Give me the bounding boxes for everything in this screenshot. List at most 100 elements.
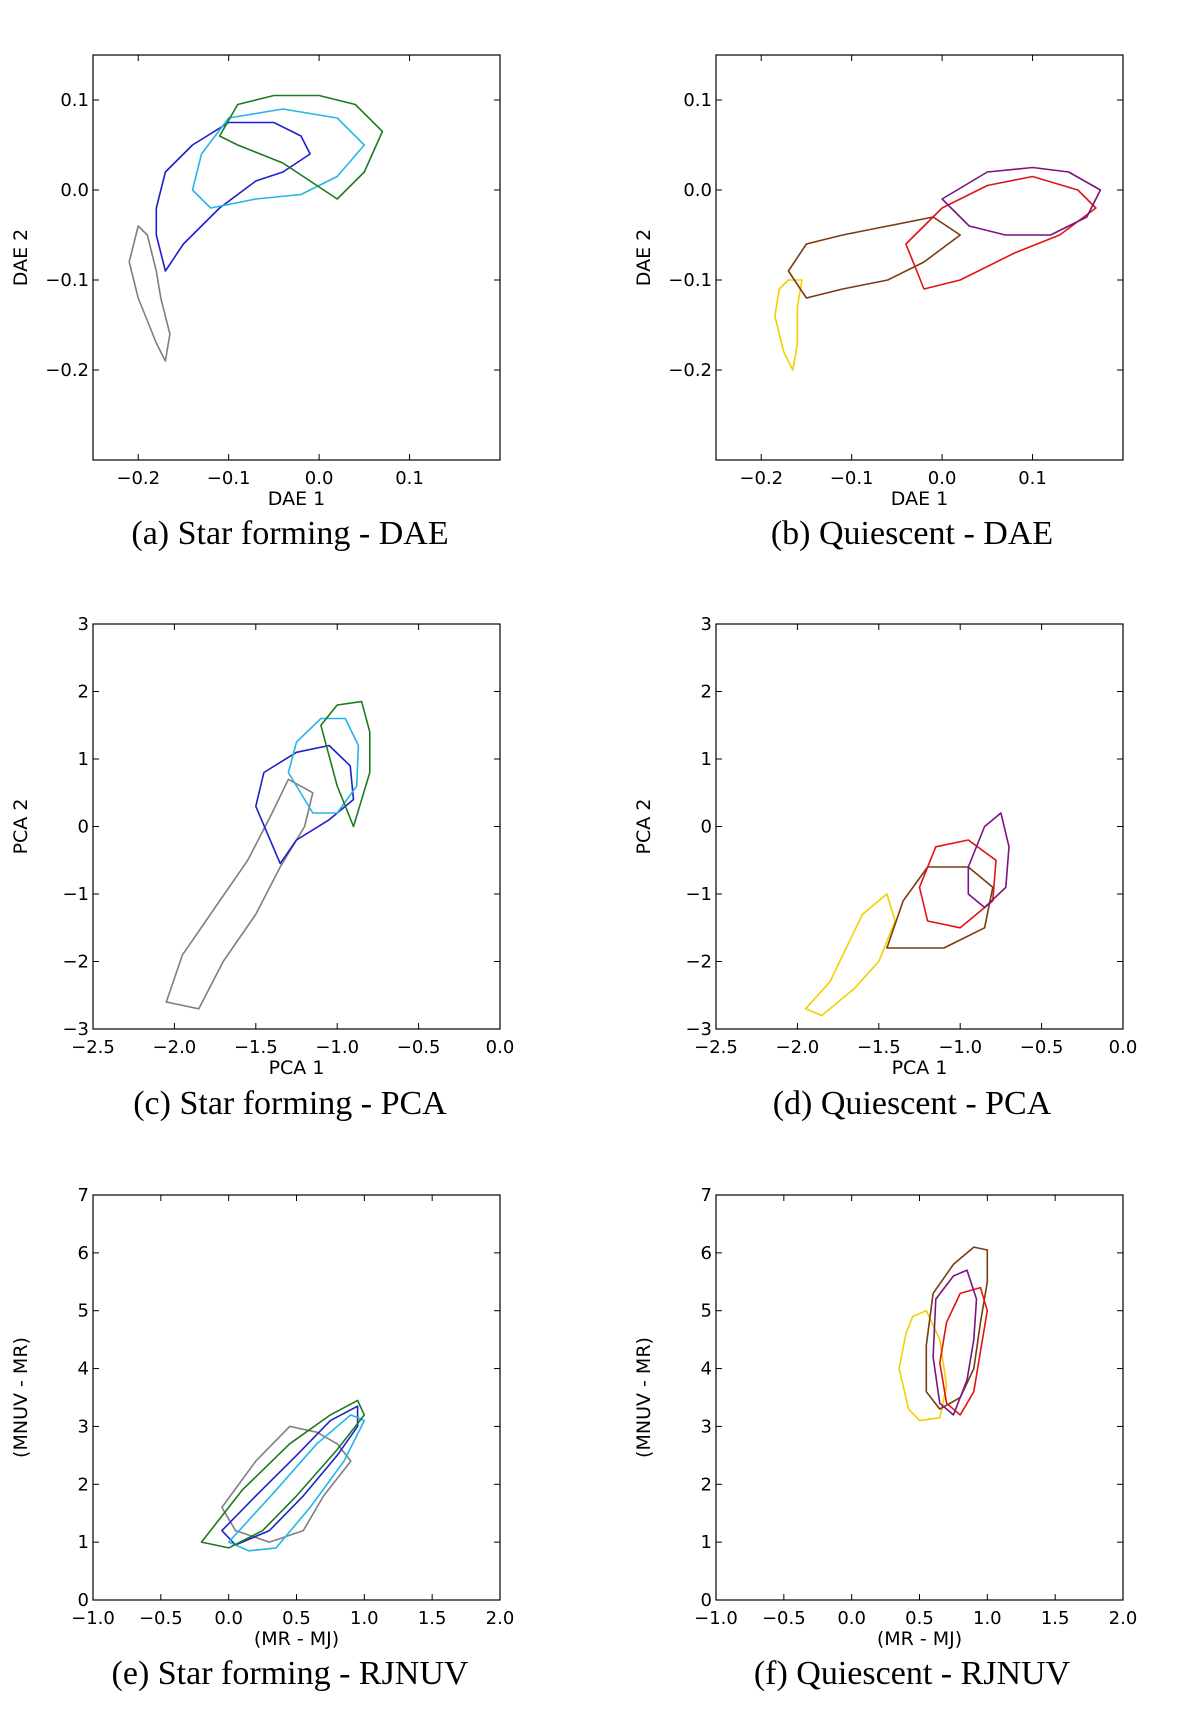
x-tick-label: 0.0 [837, 1608, 866, 1629]
y-tick-label: 0.1 [683, 90, 712, 111]
y-tick-label: 6 [78, 1243, 89, 1264]
contour-purple [967, 812, 1010, 909]
y-tick-label: 1 [78, 1532, 89, 1553]
x-tick-label: −0.5 [1020, 1037, 1064, 1058]
x-tick-label: 1.0 [973, 1608, 1002, 1629]
y-tick-label: 6 [701, 1243, 712, 1264]
contour-blue [255, 744, 355, 865]
x-tick-label: −2.5 [71, 1037, 115, 1058]
y-tick-label: −1 [62, 884, 89, 905]
x-tick-label: 0.1 [1018, 468, 1047, 489]
panel-caption: (f) Quiescent - RJNUV [754, 1655, 1071, 1692]
y-tick-label: 2 [78, 1474, 89, 1495]
plot-area [804, 812, 1010, 1017]
x-tick-label: −1.5 [857, 1037, 901, 1058]
plot-area [774, 166, 1102, 371]
contour-yellow [774, 279, 803, 371]
y-axis-label: PCA 2 [10, 799, 32, 855]
y-tick-label: 1 [701, 1532, 712, 1553]
x-tick-label: 0.0 [486, 1037, 515, 1058]
contour-green [320, 700, 371, 828]
x-tick-label: 0.1 [395, 468, 424, 489]
axes-frame [92, 54, 501, 461]
y-tick-label: 2 [78, 682, 89, 703]
x-tick-label: 0.0 [305, 468, 334, 489]
contour-purple [932, 1269, 978, 1416]
contour-red [905, 175, 1097, 290]
y-tick-label: −0.1 [668, 270, 712, 291]
contour-blue [221, 1405, 359, 1546]
y-tick-label: −0.2 [668, 360, 712, 381]
contour-cyan [191, 108, 366, 209]
x-axis-label: DAE 1 [268, 488, 325, 510]
x-tick-label: −0.1 [207, 468, 251, 489]
y-tick-label: 0 [78, 817, 89, 838]
panel-b: −0.2 −0.1 0.0 0.1 0.1 0.0 −0.1 −0.2 DAE 1 DAE 2 (b… [633, 54, 1124, 552]
x-tick-label: 2.0 [1109, 1608, 1138, 1629]
y-axis-label: DAE 2 [10, 229, 32, 286]
contour-green [218, 94, 384, 200]
y-tick-label: −2 [685, 952, 712, 973]
panel-caption: (e) Star forming - RJNUV [112, 1655, 469, 1692]
contour-green [200, 1399, 366, 1549]
axes-frame [715, 54, 1124, 461]
y-tick-label: 0.0 [60, 180, 89, 201]
x-axis-label: DAE 1 [891, 488, 948, 510]
axes-frame [715, 623, 1124, 1030]
y-tick-label: −0.2 [45, 360, 89, 381]
x-tick-label: −0.1 [830, 468, 874, 489]
y-tick-label: 3 [701, 614, 712, 635]
plot-area [128, 94, 384, 362]
y-tick-label: 3 [78, 1416, 89, 1437]
y-axis-label: (MNUV - MR) [10, 1337, 32, 1458]
axes-frame [92, 1194, 501, 1601]
y-tick-label: 0.1 [60, 90, 89, 111]
contour-cyan [227, 1414, 366, 1552]
contour-yellow [898, 1309, 948, 1422]
y-tick-label: 7 [78, 1185, 89, 1206]
plot-area [200, 1399, 366, 1552]
contour-cyan [287, 717, 360, 814]
panel-caption: (a) Star forming - DAE [131, 515, 448, 552]
x-tick-label: 1.5 [1041, 1608, 1070, 1629]
y-tick-label: 1 [78, 749, 89, 770]
x-tick-label: −0.2 [739, 468, 783, 489]
panel-d: −2.5 −2.0 −1.5 −1.0 −0.5 0.0 3 2 1 0 −1 −2 −3 PCA 1 PC… [633, 614, 1137, 1122]
contour-purple [941, 166, 1102, 236]
contour-grey [128, 225, 171, 362]
panel-a: −0.2 −0.1 0.0 0.1 0.1 0.0 −0.1 −0.2 DAE 1 DAE 2 (a… [10, 54, 501, 552]
y-tick-label: 0 [78, 1590, 89, 1611]
panel-caption: (c) Star forming - PCA [133, 1085, 447, 1122]
x-tick-label: −1.0 [694, 1608, 738, 1629]
y-axis-label: PCA 2 [633, 799, 655, 855]
y-tick-label: 3 [78, 614, 89, 635]
y-tick-label: −0.1 [45, 270, 89, 291]
x-tick-label: −2.0 [153, 1037, 197, 1058]
y-tick-label: 5 [78, 1301, 89, 1322]
y-tick-label: 2 [701, 682, 712, 703]
x-axis-label: (MR - MJ) [254, 1628, 339, 1650]
x-tick-label: 0.5 [905, 1608, 934, 1629]
y-tick-label: 4 [78, 1359, 89, 1380]
panel-c: −2.5 −2.0 −1.5 −1.0 −0.5 0.0 3 2 1 0 −1 −2 −3 PCA 1 PC… [10, 614, 514, 1122]
x-tick-label: 0.0 [928, 468, 957, 489]
x-axis-label: (MR - MJ) [877, 1628, 962, 1650]
y-tick-label: 4 [701, 1359, 712, 1380]
y-tick-label: 0 [701, 1590, 712, 1611]
x-tick-label: −0.5 [397, 1037, 441, 1058]
x-tick-label: −0.5 [139, 1608, 183, 1629]
x-axis-label: PCA 1 [269, 1057, 325, 1079]
x-tick-label: 0.5 [282, 1608, 311, 1629]
panel-caption: (d) Quiescent - PCA [773, 1085, 1052, 1122]
y-tick-label: 3 [701, 1416, 712, 1437]
panel-f: −1.0 −0.5 0.0 0.5 1.0 1.5 2.0 7 6 5 4 3 2 1 0 (MR - MJ)… [633, 1185, 1137, 1692]
x-tick-label: −1.0 [315, 1037, 359, 1058]
contour-red [939, 1286, 989, 1416]
y-tick-label: −3 [685, 1019, 712, 1040]
panel-caption: (b) Quiescent - DAE [771, 515, 1053, 552]
y-tick-label: −2 [62, 952, 89, 973]
axes-frame [92, 623, 501, 1030]
axes-frame [715, 1194, 1124, 1601]
y-tick-label: 0 [701, 817, 712, 838]
contour-blue [155, 121, 311, 272]
